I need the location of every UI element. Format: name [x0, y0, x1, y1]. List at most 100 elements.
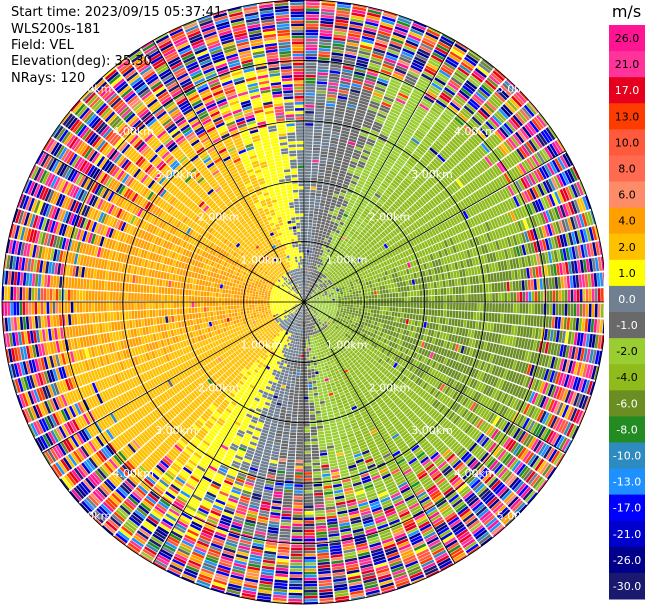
- ray-gate: [349, 268, 353, 272]
- ray-gate: [283, 96, 294, 100]
- ray-gate: [545, 195, 553, 208]
- ray-gate: [498, 108, 509, 120]
- ray-gate: [404, 275, 409, 281]
- ray-gate: [367, 230, 373, 235]
- ray-gate: [586, 243, 592, 257]
- ray-gate: [315, 288, 318, 291]
- ray-gate: [593, 273, 598, 287]
- ray-gate: [292, 50, 304, 54]
- ray-gate: [374, 278, 378, 283]
- ray-gate: [516, 148, 525, 160]
- ray-gate: [328, 236, 333, 241]
- ray-gate: [324, 176, 331, 180]
- ray-gate: [349, 250, 354, 255]
- ray-gate: [336, 271, 340, 275]
- ray-gate: [429, 246, 435, 253]
- ray-gate: [391, 250, 397, 257]
- ray-gate: [521, 161, 530, 173]
- ray-gate: [286, 245, 290, 249]
- ray-gate: [288, 226, 293, 230]
- ray-gate: [507, 137, 518, 149]
- ray-gate: [323, 298, 326, 300]
- ray-gate: [476, 147, 486, 157]
- ray-gate: [284, 172, 291, 176]
- ray-gate: [503, 249, 509, 260]
- ray-gate: [292, 226, 297, 230]
- ray-gate: [286, 126, 295, 130]
- ray-gate: [311, 256, 314, 260]
- ray-gate: [462, 231, 469, 240]
- ray-gate: [473, 285, 477, 294]
- ray-gate: [550, 177, 559, 190]
- ray-gate: [485, 283, 489, 293]
- ray-gate: [318, 172, 325, 176]
- ray-gate: [407, 255, 412, 262]
- ray-gate: [462, 198, 470, 208]
- ray-gate: [417, 278, 422, 284]
- ray-gate: [309, 204, 315, 208]
- ray-gate: [381, 281, 385, 286]
- ray-gate: [293, 250, 297, 254]
- ray-gate: [439, 213, 446, 222]
- ray-gate: [460, 175, 469, 185]
- ray-gate: [314, 208, 319, 212]
- ray-gate: [290, 5, 304, 9]
- ray-gate: [541, 148, 551, 161]
- ray-gate: [425, 269, 429, 276]
- ray-gate: [315, 257, 319, 261]
- ray-gate: [296, 228, 301, 232]
- ray-gate: [328, 294, 332, 297]
- ray-gate: [304, 246, 307, 250]
- ray-gate: [546, 223, 553, 236]
- ray-gate: [527, 243, 533, 254]
- ray-gate: [420, 264, 425, 271]
- ray-gate: [578, 213, 585, 228]
- ray-gate: [437, 295, 441, 302]
- ray-gate: [296, 265, 299, 269]
- ray-gate: [545, 210, 552, 223]
- ray-gate: [383, 229, 390, 235]
- ray-gate: [305, 138, 313, 141]
- ray-gate: [304, 299, 307, 302]
- ray-gate: [476, 176, 485, 187]
- ray-gate: [280, 66, 292, 70]
- ray-gate: [327, 290, 331, 293]
- ray-gate: [368, 298, 372, 302]
- ray-gate: [321, 2, 336, 7]
- ray-gate: [557, 276, 562, 289]
- ray-gate: [313, 135, 322, 139]
- ray-gate: [463, 277, 467, 286]
- ray-gate: [371, 246, 376, 252]
- ray-gate: [598, 241, 603, 255]
- ray-gate: [314, 235, 318, 239]
- ray-gate: [556, 174, 564, 188]
- ray-gate: [326, 164, 333, 168]
- ray-gate: [286, 217, 292, 221]
- ray-gate: [501, 292, 505, 302]
- ray-gate: [286, 255, 290, 259]
- ray-gate: [330, 278, 334, 282]
- ray-gate: [304, 186, 310, 190]
- ray-gate: [423, 232, 429, 240]
- ray-gate: [277, 239, 281, 243]
- ray-gate: [372, 225, 378, 231]
- ray-gate: [290, 2, 304, 6]
- ray-gate: [521, 244, 527, 256]
- ray-gate: [309, 268, 312, 272]
- ray-gate: [471, 227, 477, 237]
- ray-gate: [298, 183, 304, 187]
- ray-gate: [456, 294, 459, 302]
- ray-gate: [495, 251, 500, 261]
- ray-gate: [291, 29, 304, 33]
- ray-gate: [375, 243, 381, 248]
- ray-gate: [508, 118, 519, 131]
- ray-gate: [293, 68, 304, 72]
- ray-gate: [386, 293, 390, 298]
- ray-gate: [305, 44, 318, 48]
- ray-gate: [330, 291, 334, 294]
- ray-gate: [383, 249, 389, 255]
- ray-gate: [480, 187, 488, 198]
- ray-gate: [561, 171, 570, 185]
- ray-gate: [404, 297, 408, 302]
- ray-gate: [602, 272, 604, 287]
